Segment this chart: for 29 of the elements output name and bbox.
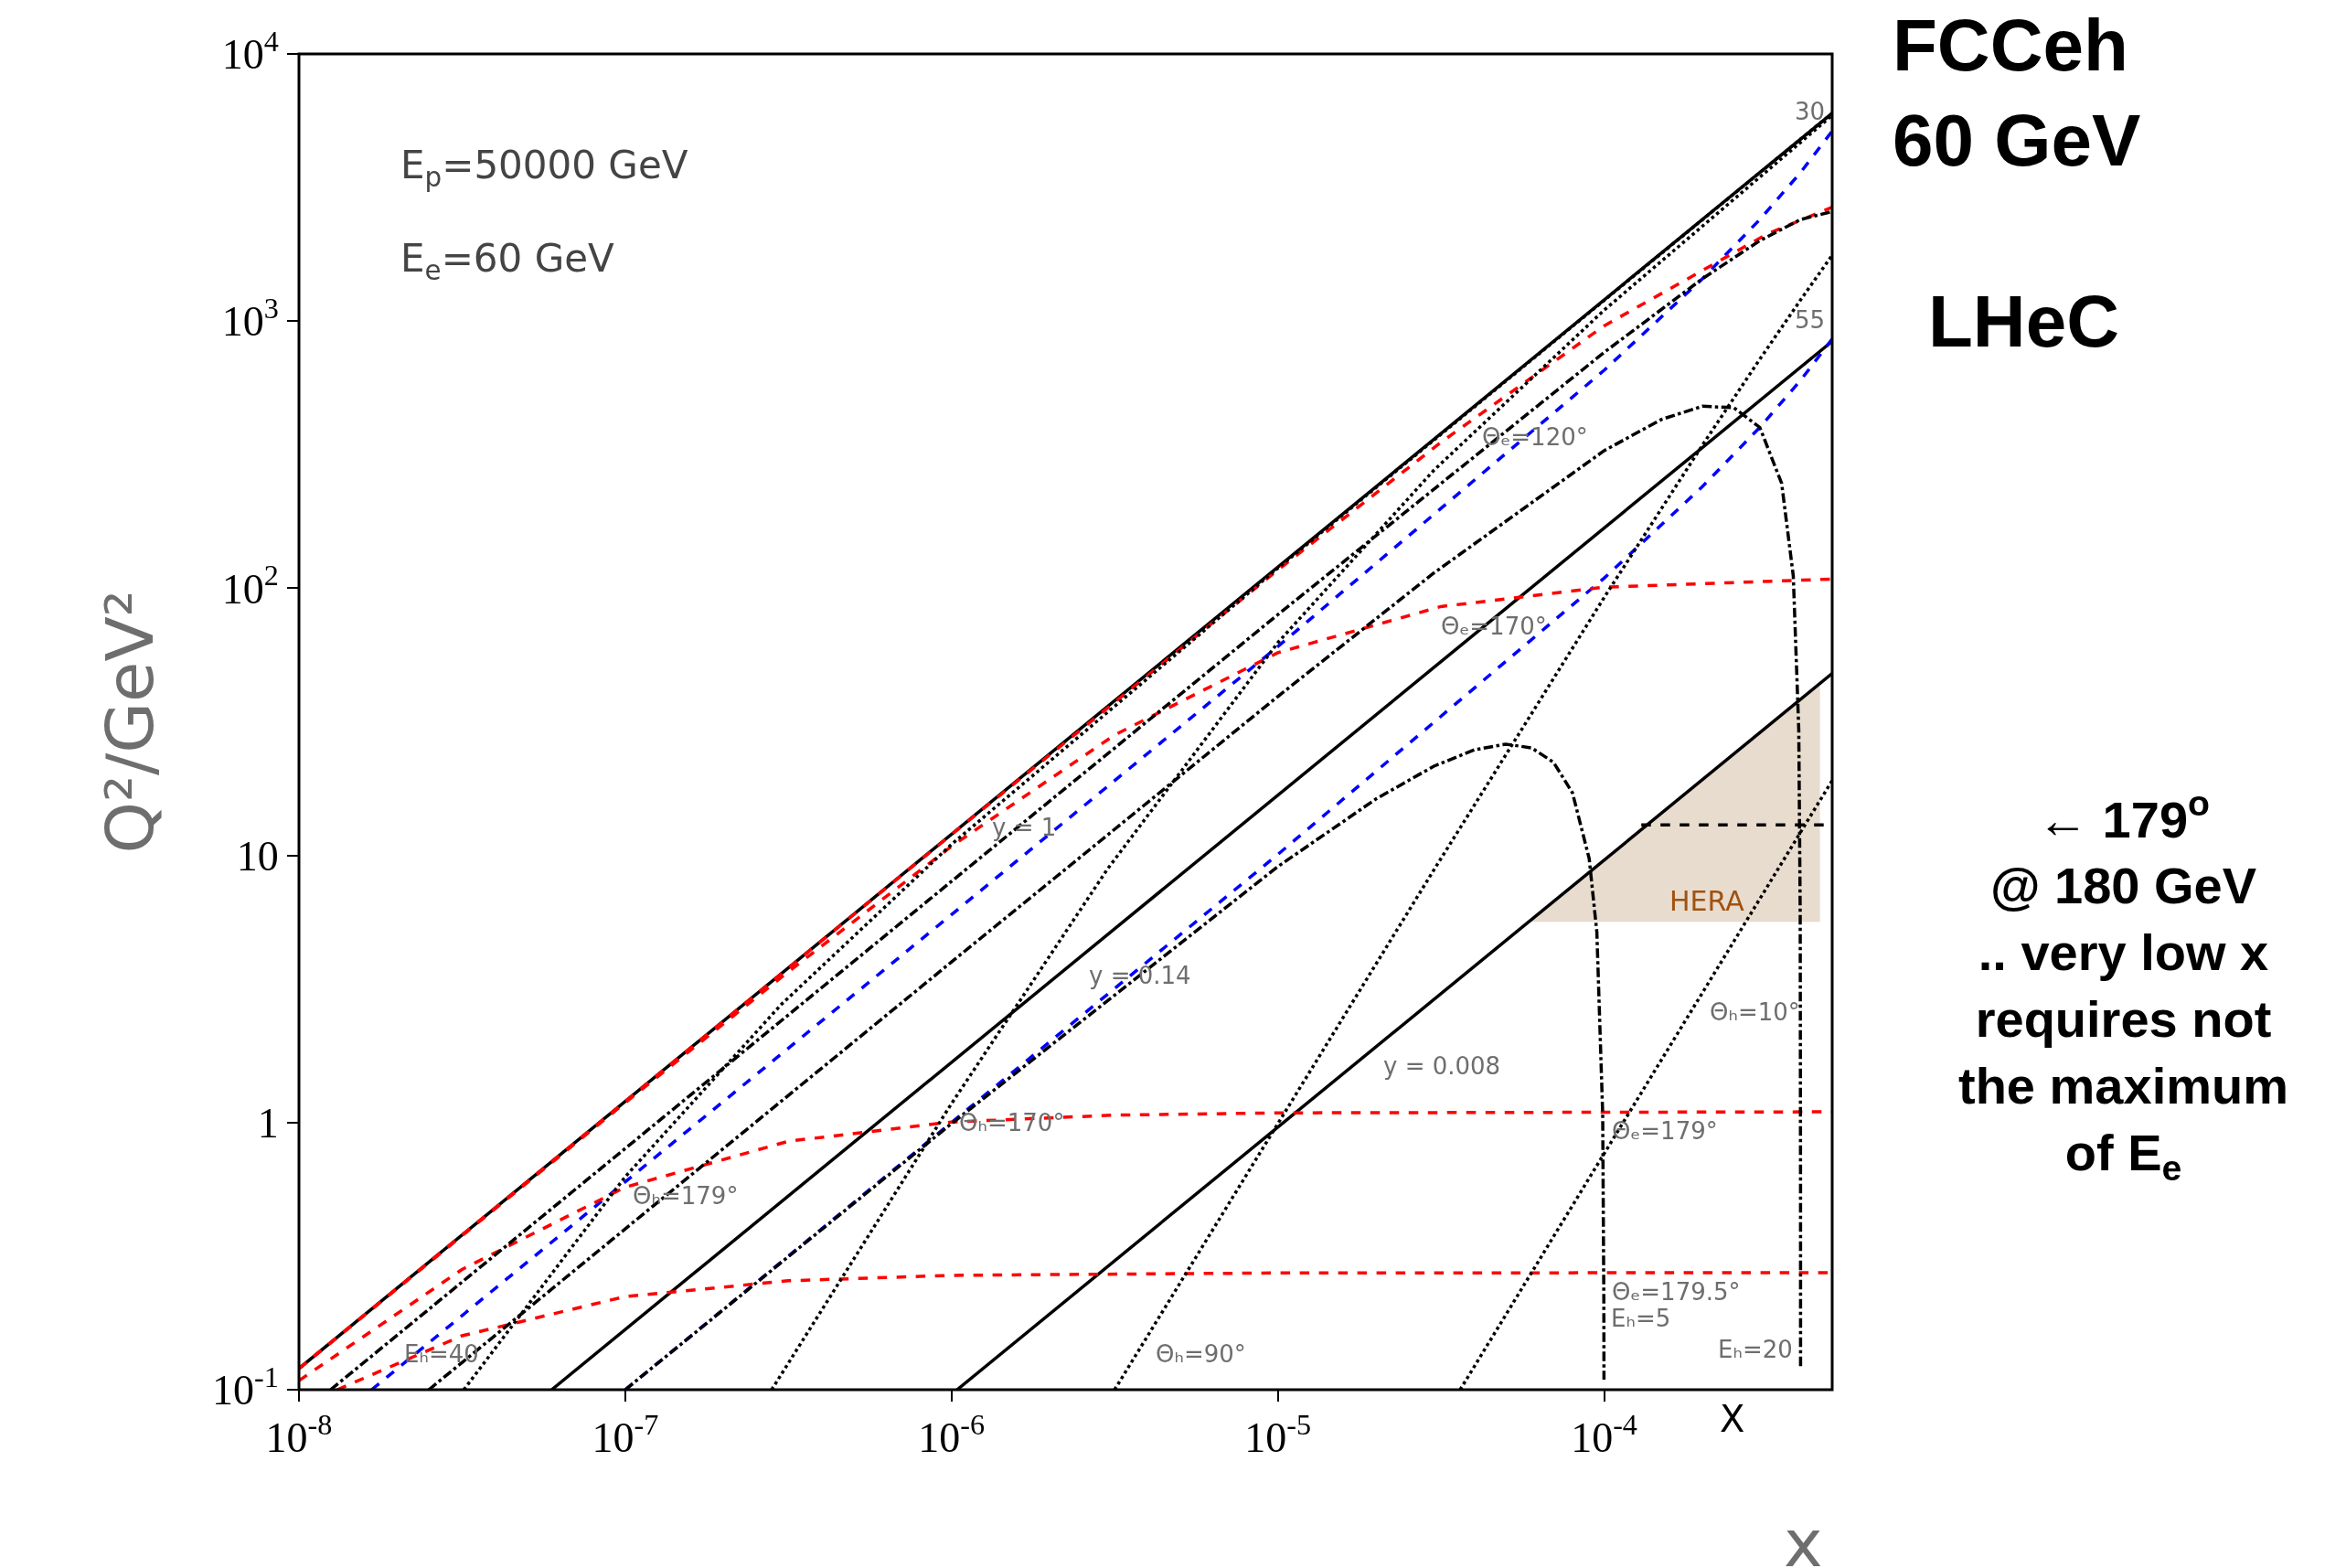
x-tick-label: 10$^{-5}$ [1244, 1407, 1312, 1462]
x-axis-title: x [1784, 1505, 1823, 1568]
annotation: Θₕ=10° [1710, 998, 1800, 1026]
annotation: 30 [1795, 98, 1826, 125]
x-tick-label: 10$^{-6}$ [918, 1407, 986, 1462]
annotation: Eₕ=5 [1611, 1305, 1671, 1332]
text: ← 179$^{o}$ @ 180 GeV .. very low x requires not the maximum of E$_{e}$ [1958, 784, 2288, 1189]
annotation: Θₑ=179° [1612, 1117, 1718, 1145]
text: X [1720, 1398, 1745, 1440]
annotation: Θₕ=170° [959, 1109, 1065, 1136]
annotation: Θₕ=90° [1156, 1340, 1246, 1368]
y-tick-label: 10$^{4}$ [221, 24, 279, 79]
y-tick-label: 10 [236, 832, 279, 880]
text: LHeC [1928, 281, 2119, 362]
annotation: y = 0.14 [1089, 962, 1191, 989]
x-tick-label: 10$^{-4}$ [1571, 1407, 1637, 1462]
x-tick-label: 10$^{-7}$ [592, 1407, 659, 1462]
annotation: Eₕ=20 [1718, 1336, 1793, 1363]
annotation: 55 [1795, 306, 1826, 334]
y-tick-label: 10$^{2}$ [221, 559, 279, 613]
series-label: HERA [1669, 885, 1745, 917]
y-axis-title: Q²/GeV² [91, 590, 169, 854]
annotation: E$_{e}$=60 GeV [400, 236, 615, 286]
y-tick-label: 10$^{3}$ [221, 291, 279, 346]
annotation: y = 0.008 [1383, 1052, 1501, 1080]
annotation: E$_{p}$=50000 GeV [400, 143, 688, 193]
annotation: Θₑ=179.5° [1612, 1278, 1741, 1306]
y-tick-label: 1 [257, 1099, 279, 1147]
text: FCCeh 60 GeV [1893, 5, 2141, 181]
